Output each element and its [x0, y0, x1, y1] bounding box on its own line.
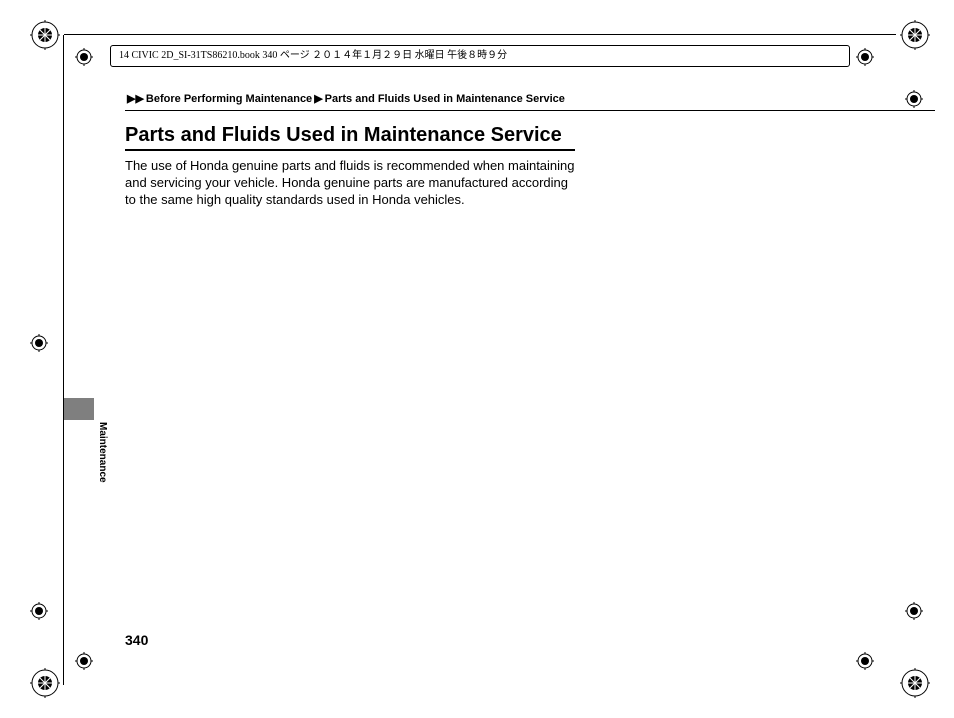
breadcrumb-level-2: Parts and Fluids Used in Maintenance Ser… [325, 93, 565, 105]
reg-mark-bot-l [75, 652, 93, 670]
reg-mark-mid-l [30, 334, 48, 352]
crop-line-top [64, 34, 896, 35]
header-print-strip: 14 CIVIC 2D_SI-31TS86210.book 340 ページ ２０… [110, 45, 850, 67]
reg-mark-mid-r [905, 90, 923, 108]
reg-mark-br [900, 668, 930, 698]
header-rule [125, 110, 935, 111]
heading-rule [125, 149, 575, 151]
reg-mark-top-l [75, 48, 93, 66]
section-label: Maintenance [97, 422, 108, 483]
crop-line-left [63, 35, 64, 685]
reg-mark-bl [30, 668, 60, 698]
breadcrumb: ▶▶Before Performing Maintenance▶Parts an… [125, 92, 565, 105]
breadcrumb-sep-icon: ▶▶ [125, 93, 146, 105]
body-paragraph: The use of Honda genuine parts and fluid… [125, 157, 575, 208]
reg-mark-low-r [905, 602, 923, 620]
reg-mark-tr [900, 20, 930, 50]
reg-mark-tl [30, 20, 60, 50]
reg-mark-low-l [30, 602, 48, 620]
breadcrumb-sep-icon: ▶ [312, 93, 324, 105]
breadcrumb-level-1: Before Performing Maintenance [146, 93, 312, 105]
page-heading: Parts and Fluids Used in Maintenance Ser… [125, 124, 562, 147]
reg-mark-bot-r [856, 652, 874, 670]
page-number: 340 [125, 632, 148, 648]
section-tab [64, 398, 94, 420]
reg-mark-top-r [856, 48, 874, 66]
